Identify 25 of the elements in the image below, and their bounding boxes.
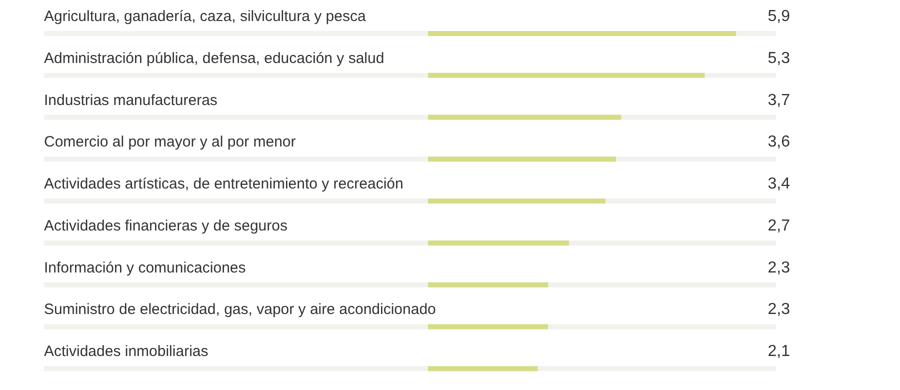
- data-label: 2,7: [768, 217, 790, 234]
- y-tick-label: Comercio al por mayor y al por menor: [44, 134, 296, 151]
- data-label: 2,1: [768, 343, 790, 360]
- data-label: 3,4: [768, 176, 790, 193]
- bar: [428, 366, 538, 372]
- bar: [428, 282, 548, 288]
- data-label: 5,9: [768, 8, 790, 25]
- y-tick-label: Industrias manufactureras: [44, 92, 218, 109]
- y-tick-label: Actividades artísticas, de entretenimiento y recreación: [44, 176, 404, 193]
- data-label: 2,3: [768, 301, 790, 318]
- bar: [428, 198, 606, 204]
- y-tick-label: Suministro de electricidad, gas, vapor y aire acondicionado: [44, 301, 436, 318]
- y-tick-label: Administración pública, defensa, educación y salud: [44, 50, 384, 67]
- data-label: 5,3: [768, 50, 790, 67]
- bar: [428, 156, 616, 162]
- data-label: 3,7: [768, 92, 790, 109]
- y-tick-label: Actividades inmobiliarias: [44, 343, 208, 360]
- y-tick-label: Actividades financieras y de seguros: [44, 217, 288, 234]
- bar: [428, 324, 548, 330]
- bar: [428, 114, 622, 120]
- bar: [428, 240, 569, 246]
- y-tick-label: Agricultura, ganadería, caza, silvicultura y pesca: [44, 8, 366, 25]
- data-label: 2,3: [768, 259, 790, 276]
- data-label: 3,6: [768, 134, 790, 151]
- y-tick-label: Información y comunicaciones: [44, 259, 246, 276]
